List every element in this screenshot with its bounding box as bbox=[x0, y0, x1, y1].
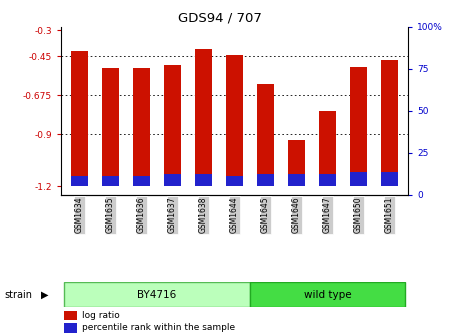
Bar bbox=[164, 174, 181, 186]
Text: GSM1646: GSM1646 bbox=[292, 197, 301, 233]
Bar bbox=[226, 176, 243, 186]
Bar bbox=[195, 174, 212, 186]
Text: GSM1637: GSM1637 bbox=[168, 197, 177, 233]
Bar bbox=[381, 60, 398, 186]
Bar bbox=[102, 176, 119, 186]
Text: ▶: ▶ bbox=[41, 290, 48, 300]
Bar bbox=[71, 51, 88, 186]
Bar bbox=[288, 174, 305, 186]
Bar bbox=[164, 65, 181, 186]
Text: GSM1634: GSM1634 bbox=[75, 197, 84, 233]
Text: BY4716: BY4716 bbox=[137, 290, 177, 300]
Text: log ratio: log ratio bbox=[82, 311, 120, 320]
Text: wild type: wild type bbox=[303, 290, 351, 300]
Bar bbox=[133, 69, 150, 186]
Bar bbox=[133, 176, 150, 186]
Text: strain: strain bbox=[5, 290, 33, 300]
Bar bbox=[381, 172, 398, 186]
Bar bbox=[226, 54, 243, 186]
Bar bbox=[350, 172, 367, 186]
Bar bbox=[64, 323, 76, 333]
Text: GSM1645: GSM1645 bbox=[261, 197, 270, 233]
Bar bbox=[71, 176, 88, 186]
Bar bbox=[64, 282, 250, 307]
Bar bbox=[319, 174, 336, 186]
Text: GSM1638: GSM1638 bbox=[199, 197, 208, 233]
Bar bbox=[64, 311, 76, 321]
Bar bbox=[257, 84, 274, 186]
Text: GSM1647: GSM1647 bbox=[323, 197, 332, 233]
Text: GSM1650: GSM1650 bbox=[354, 197, 363, 233]
Text: percentile rank within the sample: percentile rank within the sample bbox=[82, 323, 235, 332]
Bar bbox=[102, 69, 119, 186]
Bar bbox=[288, 140, 305, 186]
Bar bbox=[250, 282, 405, 307]
Text: GSM1636: GSM1636 bbox=[137, 197, 146, 233]
Bar bbox=[195, 49, 212, 186]
Text: GSM1635: GSM1635 bbox=[106, 197, 115, 233]
Text: GSM1651: GSM1651 bbox=[385, 197, 394, 233]
Bar bbox=[257, 174, 274, 186]
Text: GDS94 / 707: GDS94 / 707 bbox=[179, 12, 262, 25]
Bar bbox=[319, 111, 336, 186]
Text: GSM1644: GSM1644 bbox=[230, 197, 239, 233]
Bar bbox=[350, 67, 367, 186]
